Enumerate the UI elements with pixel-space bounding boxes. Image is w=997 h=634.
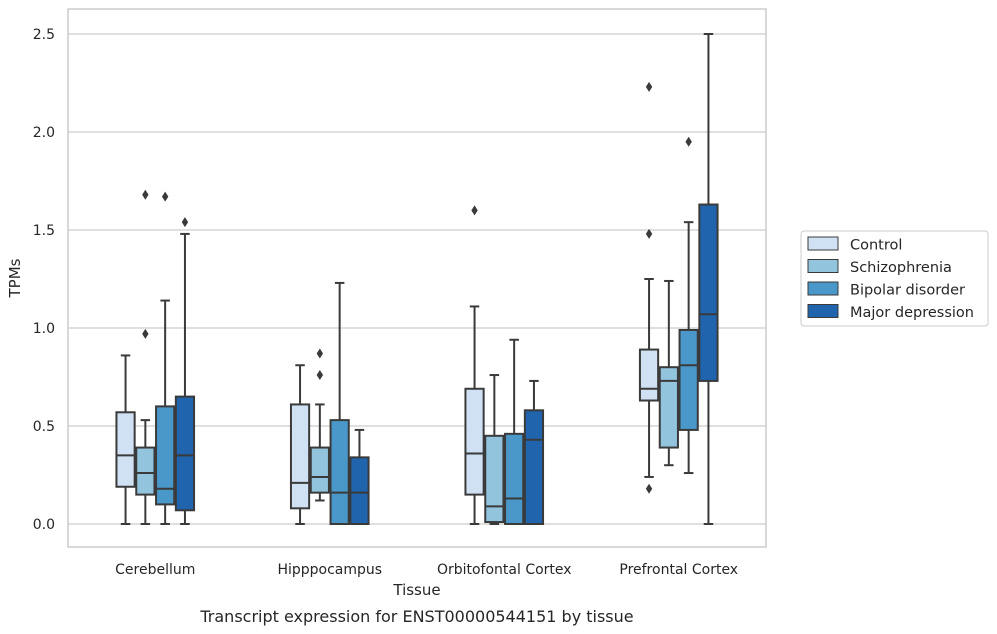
- y-axis-label: TPMs: [6, 258, 24, 298]
- legend: Control Schizophrenia Bipolar disorder Majo…: [800, 230, 989, 327]
- x-axis-ticks: Cerebellum Hipppocampus Orbitofontal Corte…: [115, 562, 738, 578]
- outlier-point: [645, 483, 653, 494]
- legend-label: Control: [850, 238, 902, 254]
- box-body: [464, 387, 485, 496]
- box-series-group: [115, 33, 719, 526]
- outlier-point: [685, 136, 692, 147]
- box-0-2: [464, 205, 485, 525]
- box-body: [309, 446, 330, 494]
- box-body: [678, 328, 699, 431]
- x-tick-label: Orbitofontal Cortex: [437, 562, 572, 578]
- outlier-point: [316, 370, 324, 381]
- chart-caption: Transcript expression for ENST0000054415…: [199, 607, 633, 626]
- y-tick-label: 1.5: [33, 223, 55, 239]
- box-3-3: [698, 33, 719, 525]
- box-2-1: [329, 281, 350, 525]
- legend-swatch: [807, 281, 839, 296]
- x-tick-label: Cerebellum: [115, 562, 195, 578]
- outlier-point: [161, 191, 169, 202]
- outlier-point: [471, 205, 478, 216]
- box-body: [658, 366, 679, 449]
- box-2-0: [155, 191, 176, 525]
- box-body: [523, 409, 545, 526]
- box-body: [115, 411, 136, 488]
- box-2-2: [504, 338, 525, 525]
- box-body: [174, 395, 196, 512]
- outlier-point: [142, 328, 149, 339]
- outlier-point: [181, 217, 189, 228]
- y-tick-label: 2.5: [33, 27, 55, 43]
- box-1-0: [135, 189, 156, 525]
- legend-swatch: [807, 236, 839, 251]
- box-body: [155, 405, 176, 506]
- legend-label: Schizophrenia: [850, 260, 952, 276]
- x-tick-label: Hipppocampus: [277, 562, 382, 578]
- legend-label: Bipolar disorder: [850, 283, 965, 299]
- x-tick-label: Prefrontal Cortex: [619, 562, 738, 578]
- y-tick-label: 2.0: [33, 125, 55, 141]
- box-1-2: [484, 374, 505, 525]
- box-body: [329, 419, 350, 525]
- box-1-1: [309, 348, 330, 502]
- box-body: [135, 446, 156, 496]
- legend-label: Major depression: [850, 305, 974, 321]
- box-3-0: [174, 217, 196, 525]
- box-0-1: [289, 364, 311, 525]
- box-body: [638, 348, 660, 402]
- outlier-point: [645, 81, 653, 92]
- outlier-point: [645, 228, 653, 239]
- legend-swatch: [807, 259, 839, 273]
- box-body: [504, 432, 525, 525]
- box-1-3: [658, 279, 679, 467]
- box-body: [698, 203, 719, 382]
- box-body: [484, 434, 505, 524]
- legend-swatch: [807, 304, 839, 318]
- y-axis-ticks: 0.0 0.5 1.0 1.5 2.0 2.5: [33, 27, 55, 533]
- box-2-3: [678, 136, 699, 475]
- outlier-point: [316, 348, 324, 359]
- outlier-point: [142, 189, 149, 200]
- box-0-3: [638, 81, 660, 494]
- box-0-0: [115, 354, 136, 525]
- box-3-2: [523, 379, 545, 526]
- box-body: [289, 403, 311, 510]
- y-tick-label: 0.5: [33, 419, 55, 435]
- box-body: [349, 456, 370, 525]
- box-3-1: [349, 428, 370, 525]
- legend-frame: [800, 230, 989, 327]
- y-tick-label: 0.0: [33, 517, 55, 533]
- y-tick-label: 1.0: [33, 321, 55, 337]
- x-axis-label: Tissue: [392, 581, 440, 599]
